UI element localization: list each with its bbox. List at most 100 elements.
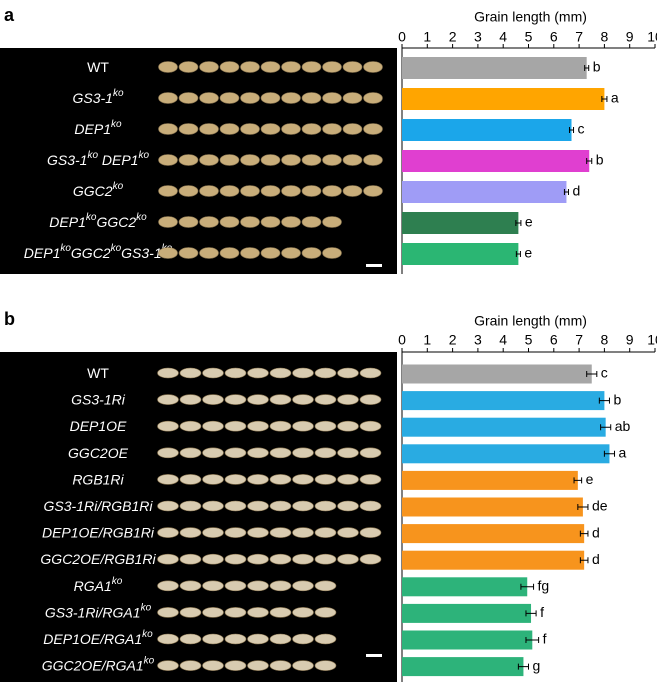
grain xyxy=(292,660,314,671)
grain xyxy=(342,92,363,104)
x-tick-label: 8 xyxy=(601,332,609,348)
grain xyxy=(179,580,202,592)
grain xyxy=(179,633,202,645)
genotype-label: DEP1OE/RGA1ko xyxy=(43,629,153,647)
x-axis-title: Grain length (mm) xyxy=(474,9,587,25)
label-part: GS3-1Ri/RGB1Ri xyxy=(44,498,154,514)
grain xyxy=(224,607,247,618)
genotype-label: GGC2ko xyxy=(73,181,124,199)
x-tick-label: 0 xyxy=(398,332,406,348)
bar xyxy=(402,630,533,650)
grain xyxy=(179,553,202,565)
grain xyxy=(202,420,224,432)
grain xyxy=(281,216,301,228)
grain xyxy=(292,420,314,432)
significance-letter: de xyxy=(592,498,608,514)
significance-letter: e xyxy=(524,245,532,261)
grain xyxy=(157,474,179,485)
significance-letter: a xyxy=(619,445,627,461)
grain xyxy=(359,394,382,405)
grain xyxy=(314,447,337,459)
grain xyxy=(269,607,292,618)
grain xyxy=(281,154,301,166)
grain xyxy=(359,367,382,379)
grain xyxy=(337,447,359,459)
x-tick-label: 5 xyxy=(525,29,533,45)
grain xyxy=(281,247,301,259)
grain xyxy=(292,633,314,645)
grain xyxy=(224,420,247,432)
x-tick-label: 1 xyxy=(423,29,431,45)
x-axis-title: Grain length (mm) xyxy=(474,313,587,329)
grain xyxy=(240,123,260,135)
grain xyxy=(240,185,260,197)
grain xyxy=(260,154,281,166)
grain xyxy=(342,61,363,73)
grain xyxy=(281,185,301,197)
grain xyxy=(247,660,269,671)
label-part: DEP1 xyxy=(24,245,61,261)
grain xyxy=(179,420,202,432)
grain xyxy=(359,447,382,459)
bar xyxy=(402,88,605,110)
grain xyxy=(158,61,178,73)
grain xyxy=(157,633,179,645)
grain xyxy=(202,500,224,512)
label-part: DEP1 xyxy=(98,152,138,168)
grain xyxy=(260,123,281,135)
grain xyxy=(240,61,260,73)
label-part: ko xyxy=(113,88,124,99)
grain xyxy=(179,447,202,459)
grain xyxy=(202,580,224,592)
grain xyxy=(314,580,337,592)
grain xyxy=(269,580,292,592)
x-tick-label: 7 xyxy=(575,29,583,45)
x-tick-label: 6 xyxy=(550,29,558,45)
label-part: ko xyxy=(60,243,71,254)
grain xyxy=(359,420,382,432)
grain xyxy=(202,394,224,405)
grain xyxy=(219,185,240,197)
grain xyxy=(179,607,202,618)
label-part: WT xyxy=(87,59,109,75)
grain xyxy=(314,420,337,432)
x-tick-label: 4 xyxy=(499,332,507,348)
grain xyxy=(199,92,219,104)
significance-letter: d xyxy=(592,524,600,540)
grain xyxy=(178,185,199,197)
significance-letter: e xyxy=(525,214,533,230)
panel-label: a xyxy=(4,5,15,25)
grain xyxy=(269,500,292,512)
grain xyxy=(199,61,219,73)
grain xyxy=(202,607,224,618)
label-part: GGC2OE/RGB1Ri xyxy=(40,551,156,567)
label-part: GGC2 xyxy=(73,183,113,199)
grain xyxy=(199,123,219,135)
grain xyxy=(219,92,240,104)
grain xyxy=(178,247,199,259)
label-part: DEP1OE/RGB1Ri xyxy=(42,524,155,540)
genotype-label: GGC2OE xyxy=(68,445,129,461)
grain xyxy=(240,92,260,104)
genotype-label: RGA1ko xyxy=(74,576,123,594)
error-bar xyxy=(517,663,529,670)
x-tick-label: 2 xyxy=(449,332,457,348)
genotype-label: RGB1Ri xyxy=(72,471,124,487)
label-part: RGB1Ri xyxy=(72,471,124,487)
grain xyxy=(269,394,292,405)
grain xyxy=(314,553,337,565)
x-tick-label: 8 xyxy=(601,29,609,45)
grain xyxy=(269,633,292,645)
grain xyxy=(157,607,179,618)
bar xyxy=(402,57,587,79)
grain xyxy=(314,500,337,512)
label-part: DEP1 xyxy=(49,214,86,230)
x-tick-label: 2 xyxy=(449,29,457,45)
bar xyxy=(402,119,572,141)
grain xyxy=(224,527,247,538)
grain xyxy=(224,553,247,565)
genotype-label: WT xyxy=(87,59,109,75)
error-bar xyxy=(579,557,589,564)
bar xyxy=(402,243,519,265)
